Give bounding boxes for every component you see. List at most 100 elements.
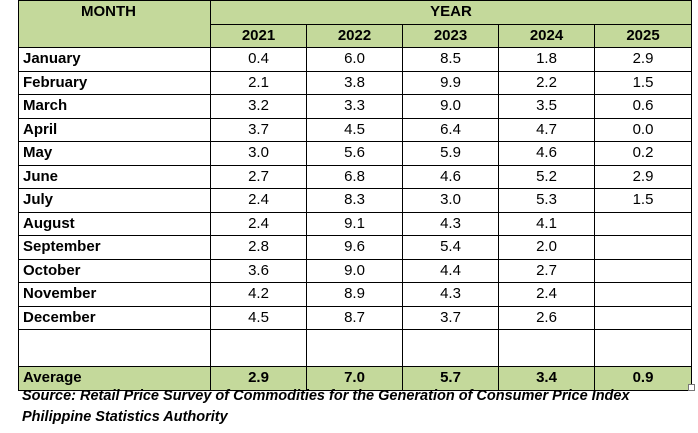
value-cell: 9.0 [402,94,499,119]
value-cell: 6.4 [402,117,499,142]
table-row: October 3.6 9.0 4.4 2.7 [18,258,693,283]
average-value: 7.0 [306,366,403,391]
year-header: YEAR [209,0,693,25]
value-cell: 4.2 [210,282,307,307]
value-cell [593,235,693,260]
average-label: Average [18,366,211,391]
year-column-header: 2025 [593,23,693,48]
value-cell: 2.1 [210,70,307,95]
month-cell: July [18,188,211,213]
month-cell: June [18,164,211,189]
average-value: 3.4 [498,366,595,391]
value-cell: 4.4 [402,258,499,283]
value-cell: 6.0 [306,47,403,72]
value-cell: 9.1 [306,211,403,236]
value-cell: 4.7 [498,117,595,142]
table-row: September 2.8 9.6 5.4 2.0 [18,235,693,260]
table-row: August 2.4 9.1 4.3 4.1 [18,211,693,236]
value-cell: 2.4 [210,188,307,213]
value-cell: 5.2 [498,164,595,189]
value-cell: 9.9 [402,70,499,95]
value-cell: 0.2 [593,141,693,166]
value-cell: 0.4 [210,47,307,72]
value-cell: 2.6 [498,305,595,330]
value-cell: 4.3 [402,211,499,236]
year-columns-row: 2021 2022 2023 2024 2025 [19,23,693,48]
month-cell: August [18,211,211,236]
value-cell: 9.6 [306,235,403,260]
source-agency: Philippine Statistics Authority [22,409,228,425]
value-cell [593,211,693,236]
value-cell: 2.2 [498,70,595,95]
average-row: Average 2.9 7.0 5.7 3.4 0.9 [18,366,693,391]
value-cell: 2.4 [498,282,595,307]
month-cell: March [18,94,211,119]
value-cell: 5.4 [402,235,499,260]
value-cell: 1.5 [593,70,693,95]
month-cell: October [18,258,211,283]
value-cell: 4.1 [498,211,595,236]
value-cell [593,258,693,283]
blank-row [18,329,693,367]
value-cell: 2.9 [593,164,693,189]
blank-cell [402,329,499,367]
value-cell: 3.0 [210,141,307,166]
value-cell: 4.6 [498,141,595,166]
month-cell: April [18,117,211,142]
value-cell: 3.8 [306,70,403,95]
year-column-header: 2021 [210,23,307,48]
value-cell: 5.9 [402,141,499,166]
table-row: May 3.0 5.6 5.9 4.6 0.2 [18,141,693,166]
month-cell: November [18,282,211,307]
value-cell: 5.3 [498,188,595,213]
inflation-table: MONTH YEAR 2021 2022 2023 2024 2025 Janu… [18,0,693,391]
value-cell: 3.7 [210,117,307,142]
value-cell: 3.2 [210,94,307,119]
month-cell: January [18,47,211,72]
table-resize-handle[interactable] [688,384,695,391]
month-cell: September [18,235,211,260]
source-line: Source: Retail Price Survey of Commoditi… [22,388,630,404]
value-cell: 3.6 [210,258,307,283]
month-cell: May [18,141,211,166]
month-cell: December [18,305,211,330]
value-cell: 2.7 [498,258,595,283]
year-column-header: 2024 [498,23,595,48]
value-cell: 1.5 [593,188,693,213]
year-column-header: 2023 [402,23,499,48]
table-row: December 4.5 8.7 3.7 2.6 [18,305,693,330]
month-header: MONTH [18,0,211,48]
average-value: 2.9 [210,366,307,391]
table-row: April 3.7 4.5 6.4 4.7 0.0 [18,117,693,142]
value-cell: 4.6 [402,164,499,189]
value-cell [593,282,693,307]
value-cell: 2.0 [498,235,595,260]
year-column-header: 2022 [306,23,403,48]
value-cell: 0.6 [593,94,693,119]
average-value: 0.9 [593,366,693,391]
source-note: Source: Retail Price Survey of Commoditi… [22,386,630,428]
month-cell: February [18,70,211,95]
blank-cell [18,329,211,367]
value-cell: 8.9 [306,282,403,307]
value-cell: 4.3 [402,282,499,307]
blank-cell [210,329,307,367]
value-cell: 2.9 [593,47,693,72]
value-cell: 8.3 [306,188,403,213]
header-row: MONTH YEAR [18,0,693,48]
value-cell: 1.8 [498,47,595,72]
value-cell: 3.3 [306,94,403,119]
value-cell: 9.0 [306,258,403,283]
value-cell: 2.8 [210,235,307,260]
value-cell: 3.0 [402,188,499,213]
table-row: March 3.2 3.3 9.0 3.5 0.6 [18,94,693,119]
value-cell: 3.5 [498,94,595,119]
value-cell [593,305,693,330]
value-cell: 0.0 [593,117,693,142]
value-cell: 2.4 [210,211,307,236]
blank-cell [593,329,693,367]
value-cell: 8.5 [402,47,499,72]
value-cell: 4.5 [306,117,403,142]
table-row: June 2.7 6.8 4.6 5.2 2.9 [18,164,693,189]
blank-cell [498,329,595,367]
